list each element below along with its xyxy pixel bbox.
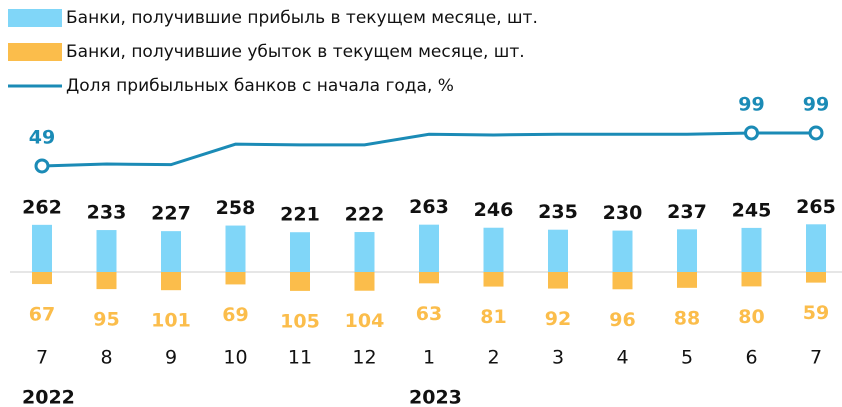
legend-label: Банки, получившие прибыль в текущем меся… [66, 8, 538, 28]
year-label: 2023 [409, 387, 462, 407]
loss-bar [548, 272, 568, 289]
profit-label: 227 [151, 203, 191, 225]
loss-label: 96 [609, 309, 635, 331]
profit-label: 221 [280, 204, 320, 226]
legend-label: Доля прибыльных банков с начала года, % [66, 76, 454, 96]
x-tick-label: 3 [552, 347, 564, 369]
loss-label: 95 [93, 309, 119, 331]
x-tick-label: 1 [423, 347, 435, 369]
loss-bar [225, 272, 246, 285]
profit-label: 246 [474, 199, 514, 221]
loss-bar [96, 272, 117, 290]
share-label: 49 [29, 126, 55, 148]
profit-bar [354, 232, 375, 272]
profit-label: 235 [538, 201, 578, 223]
share-marker [34, 158, 50, 174]
x-tick-label: 7 [810, 347, 822, 369]
x-tick-label: 9 [165, 347, 177, 369]
x-tick-label: 2 [487, 347, 499, 369]
legend-swatch [8, 9, 62, 27]
loss-label: 104 [345, 310, 385, 332]
loss-bar [483, 272, 504, 287]
profit-bar [612, 230, 633, 272]
profit-bar [225, 225, 246, 272]
share-marker [744, 125, 759, 141]
legend-label: Банки, получившие убыток в текущем месяц… [66, 42, 525, 62]
loss-bar [612, 272, 633, 290]
loss-bar [161, 272, 181, 291]
profit-label: 263 [409, 196, 449, 218]
profit-bar [548, 229, 568, 272]
loss-label: 105 [280, 310, 320, 332]
profit-label: 237 [667, 201, 707, 223]
loss-bar [32, 272, 52, 285]
profit-label: 262 [22, 196, 62, 218]
share-label: 99 [738, 93, 764, 115]
loss-bar [354, 272, 375, 291]
year-label: 2022 [22, 387, 75, 407]
loss-bar [677, 272, 697, 288]
loss-label: 101 [151, 310, 191, 332]
x-tick-label: 4 [616, 347, 628, 369]
share-line [41, 131, 816, 168]
profit-label: 233 [87, 202, 127, 224]
profit-label: 258 [216, 197, 256, 219]
profit-bar [419, 224, 439, 272]
loss-label: 92 [545, 308, 571, 330]
loss-label: 63 [416, 303, 442, 325]
x-tick-label: 7 [36, 347, 48, 369]
loss-label: 80 [738, 306, 764, 328]
loss-label: 59 [803, 302, 829, 324]
x-tick-label: 8 [100, 347, 112, 369]
profit-bar [677, 229, 697, 272]
profit-bar [806, 224, 826, 272]
profit-label: 265 [796, 196, 836, 218]
profit-bar [483, 227, 504, 272]
profit-bar [741, 227, 762, 272]
loss-label: 67 [29, 304, 55, 326]
profit-bar [32, 224, 52, 272]
loss-label: 69 [222, 304, 248, 326]
profit-bar [290, 232, 310, 272]
profit-label: 222 [345, 204, 385, 226]
loss-bar [290, 272, 310, 291]
profit-label: 245 [732, 199, 772, 221]
x-tick-label: 6 [745, 347, 757, 369]
x-tick-label: 11 [288, 347, 312, 369]
profit-bar [96, 230, 117, 272]
loss-bar [419, 272, 439, 284]
x-tick-label: 12 [352, 347, 376, 369]
x-tick-label: 5 [681, 347, 693, 369]
loss-bar [806, 272, 826, 283]
loss-bar [741, 272, 762, 287]
legend-swatch [8, 43, 62, 61]
share-marker [808, 125, 824, 141]
profit-bar [161, 231, 181, 272]
share-label: 99 [803, 93, 829, 115]
loss-label: 81 [480, 306, 506, 328]
x-tick-label: 10 [223, 347, 247, 369]
profit-label: 230 [603, 202, 643, 224]
loss-label: 88 [674, 307, 700, 329]
